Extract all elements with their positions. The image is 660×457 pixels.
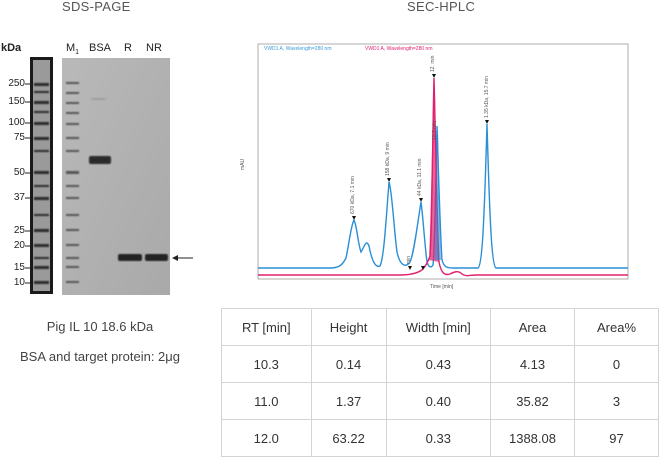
cell-area-pct: 0 <box>574 345 659 383</box>
header-rt: RT [min] <box>221 308 312 346</box>
cell-rt: 11.0 <box>221 382 312 420</box>
marker-label-20: 20 <box>13 240 25 251</box>
lane-label-m-subscript: 1 <box>75 49 80 57</box>
cell-width: 0.33 <box>385 419 491 457</box>
marker-label-50: 50 <box>13 167 25 178</box>
header-area: Area <box>489 308 576 346</box>
peak-label-min: min <box>406 256 412 264</box>
marker-label-75: 75 <box>13 132 25 143</box>
legend-blue: VWD1 A, Wavelength=280 nm <box>264 46 332 52</box>
x-axis-label: Time [min] <box>430 284 454 290</box>
cell-width: 0.43 <box>385 345 491 383</box>
marker-triangle-2 <box>421 266 425 270</box>
sec-hplc-title: SEC-HPLC <box>407 0 476 14</box>
marker-label-15: 15 <box>13 262 25 273</box>
lane-label-bsa: BSA <box>89 42 112 54</box>
marker-ticks <box>25 83 30 284</box>
cell-rt: 10.3 <box>221 345 312 383</box>
marker-label-100: 100 <box>8 117 25 128</box>
y-axis-label: mAU <box>240 159 246 171</box>
cell-height: 1.37 <box>310 382 387 420</box>
cell-height: 63.22 <box>310 419 387 457</box>
cell-area-pct: 3 <box>574 382 659 420</box>
cell-area: 35.82 <box>489 382 576 420</box>
cell-area: 1388.08 <box>489 419 576 457</box>
cell-area: 4.13 <box>489 345 576 383</box>
header-width: Width [min] <box>385 308 491 346</box>
cell-height: 0.14 <box>310 345 387 383</box>
caption-loading: BSA and target protein: 2μg <box>20 349 180 364</box>
plot-frame <box>257 43 629 280</box>
cell-area-pct: 97 <box>574 419 659 457</box>
peak-label-135: 1.35 kDa, 15.7 min <box>484 76 490 118</box>
lane-label-reduced: R <box>124 42 132 54</box>
kda-unit-label: kDa <box>1 42 22 54</box>
sec-hplc-chromatogram: VWD1 A, Wavelength=280 nm VWD1 A, Wavele… <box>240 43 629 290</box>
gel-band-bsa-faint <box>91 98 105 100</box>
lane-label-m: M <box>66 42 76 54</box>
target-arrow-icon <box>172 255 193 261</box>
peak-label-12: 12. min <box>430 55 436 72</box>
peak-label-670: 670 kDa, 7.1 min <box>350 176 356 214</box>
header-area-pct: Area% <box>574 308 659 346</box>
header-height: Height <box>310 308 387 346</box>
marker-label-25: 25 <box>13 225 25 236</box>
marker-label-250: 250 <box>8 78 25 89</box>
gel-band-nonreduced <box>145 254 168 261</box>
gel-marker-lane <box>66 82 79 283</box>
trace-blue <box>258 123 628 269</box>
marker-label-10: 10 <box>13 277 25 288</box>
marker-strip-bands <box>34 83 49 284</box>
table-row: 10.3 0.14 0.43 4.13 0 <box>221 345 659 383</box>
marker-label-150: 150 <box>8 96 25 107</box>
marker-triangle-1 <box>408 266 412 270</box>
gel-band-reduced <box>118 254 142 261</box>
table-row: 11.0 1.37 0.40 35.82 3 <box>221 382 659 420</box>
table-header-row: RT [min] Height Width [min] Area Area% <box>221 308 659 346</box>
marker-strip <box>33 60 50 291</box>
sds-page-title: SDS-PAGE <box>62 0 131 14</box>
cell-rt: 12.0 <box>221 419 312 457</box>
lane-label-nonreduced: NR <box>146 42 162 54</box>
cell-width: 0.40 <box>385 382 491 420</box>
table-row: 12.0 63.22 0.33 1388.08 97 <box>221 419 659 457</box>
peak-label-158: 158 kDa, 9 min <box>385 142 391 176</box>
peak-label-44: 44 kDa, 11.1 min <box>417 158 423 196</box>
trace-pink <box>258 77 628 277</box>
marker-label-37: 37 <box>13 192 25 203</box>
sds-page-gel <box>25 57 193 295</box>
caption-protein: Pig IL 10 18.6 kDa <box>46 319 154 334</box>
lane-label-marker: M1 <box>66 42 79 56</box>
results-table: RT [min] Height Width [min] Area Area% 1… <box>221 308 659 457</box>
gel-band-bsa <box>89 156 111 164</box>
legend-pink: VWD1 A, Wavelength=280 nm <box>365 46 433 52</box>
peak-label-103: 10.3 min <box>432 121 438 140</box>
